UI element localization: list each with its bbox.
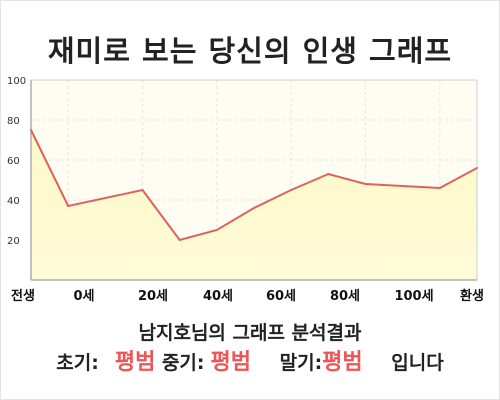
data-point <box>364 183 367 185</box>
page-title: 재미로 보는 당신의 인생 그래프 <box>47 34 453 68</box>
x-tick-label: 환생 <box>460 288 484 304</box>
data-point <box>401 185 404 187</box>
early-label: 초기: <box>56 352 99 374</box>
analysis-title: 남지호님의 그래프 분석결과 <box>138 322 362 344</box>
y-tick-label: 20 <box>7 236 20 247</box>
data-point <box>476 167 478 169</box>
data-point <box>253 207 255 209</box>
x-tick-label: 80세 <box>330 289 360 304</box>
y-tick-label: 100 <box>7 76 26 87</box>
early-value: 평범 <box>114 350 156 375</box>
data-point <box>327 173 330 175</box>
y-tick-label: 40 <box>7 196 20 207</box>
late-value: 평범 <box>322 350 363 375</box>
data-point <box>290 189 293 191</box>
life-line <box>30 129 478 242</box>
data-point <box>438 187 441 189</box>
data-point <box>30 129 32 131</box>
x-tick-label: 100세 <box>394 289 433 304</box>
y-tick-label: 80 <box>7 116 20 127</box>
data-point <box>67 205 70 207</box>
mid-label: 중기: <box>161 352 205 374</box>
analysis-summary: 초기: 평범 중기: 평범 말기:평범 입니다 <box>0 344 500 376</box>
late-label: 말기: <box>279 352 323 374</box>
y-tick-label: 60 <box>7 156 20 167</box>
x-tick-label: 전생 <box>11 288 35 304</box>
data-point <box>215 229 218 231</box>
suffix-text: 입니다 <box>391 352 444 374</box>
life-area-fill <box>31 130 477 280</box>
x-tick-label: 0세 <box>73 289 94 304</box>
x-tick-label: 20세 <box>138 289 168 304</box>
data-point <box>178 239 181 241</box>
data-point <box>141 189 144 191</box>
x-tick-label: 40세 <box>203 289 233 304</box>
x-tick-label: 60세 <box>266 289 296 304</box>
mid-value: 평범 <box>210 350 251 375</box>
